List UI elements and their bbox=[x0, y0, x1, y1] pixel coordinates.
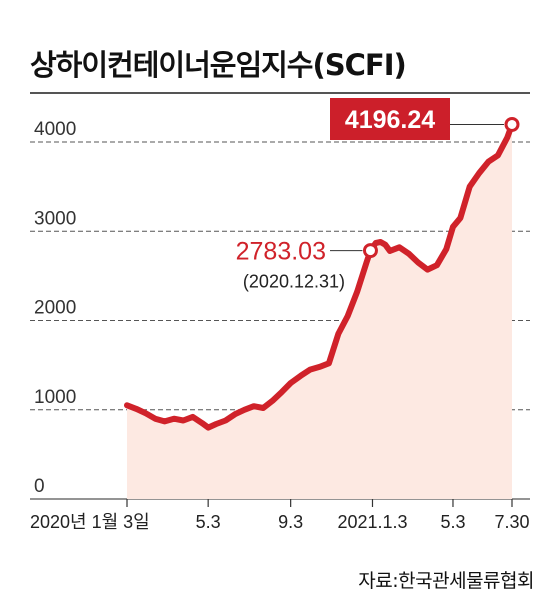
annotation-date-mid: (2020.12.31) bbox=[243, 272, 345, 292]
x-tick-label-3: 2021.1.3 bbox=[337, 512, 407, 532]
series-area bbox=[127, 124, 512, 499]
x-tick-label-4: 5.3 bbox=[440, 512, 465, 532]
y-axis: 0 1000 2000 3000 4000 bbox=[34, 119, 76, 497]
annotations: 2783.03 (2020.12.31) 4196.24 bbox=[236, 98, 520, 292]
annotation-marker-end bbox=[504, 116, 520, 132]
line-layer bbox=[124, 121, 515, 431]
x-axis: 2020년 1월 3일 5.3 9.3 2021.1.3 5.3 7.30 bbox=[30, 499, 530, 532]
annotation-value-mid: 2783.03 bbox=[236, 238, 326, 266]
title-divider bbox=[30, 92, 530, 94]
chart-title: 상하이컨테이너운임지수(SCFI) bbox=[30, 48, 407, 82]
y-tick-label-3000: 3000 bbox=[34, 208, 76, 229]
annotation-box-end bbox=[330, 98, 450, 140]
y-tick-label-4000: 4000 bbox=[34, 119, 76, 140]
x-tick-label-2: 9.3 bbox=[278, 512, 303, 532]
x-tick-label-1: 5.3 bbox=[196, 512, 221, 532]
annotation-value-end: 4196.24 bbox=[345, 106, 435, 134]
source-note: 자료:한국관세물류협회 bbox=[358, 570, 534, 592]
area-layer bbox=[127, 124, 512, 499]
series-line bbox=[124, 121, 515, 431]
y-tick-label-1000: 1000 bbox=[34, 387, 76, 408]
annotation-marker-mid bbox=[362, 243, 378, 259]
x-tick-label-5: 7.30 bbox=[494, 512, 529, 532]
y-tick-label-0: 0 bbox=[34, 476, 45, 497]
y-tick-label-2000: 2000 bbox=[34, 298, 76, 319]
x-tick-label-0: 2020년 1월 3일 bbox=[30, 512, 150, 532]
